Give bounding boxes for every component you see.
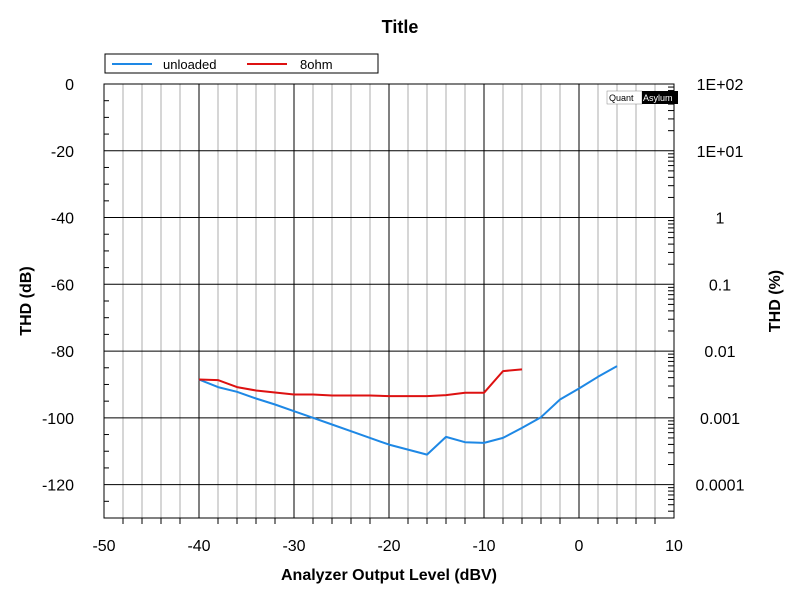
x-tick-label: -10: [472, 538, 495, 555]
x-tick-label: 0: [575, 538, 584, 555]
y-tick-label: -40: [51, 211, 74, 228]
x-tick-labels: -50 -40 -30 -20 -10 0 10: [92, 538, 683, 555]
y-tick-label: -120: [42, 478, 74, 495]
logo-text-asylum: Asylum: [643, 93, 673, 103]
series-line-8ohm: [198, 368, 523, 398]
grid: [104, 84, 674, 518]
y-tick-label: -60: [51, 277, 74, 294]
y2-tick-label: 0.0001: [696, 478, 745, 495]
legend-label-unloaded: unloaded: [163, 57, 217, 72]
y-tick-labels: 0 -20 -40 -60 -80 -100 -120: [42, 77, 74, 495]
quantasylum-logo: Quant Asylum: [606, 90, 678, 105]
minor-ticks: [104, 86, 674, 524]
y2-tick-label: 1E+01: [697, 144, 744, 161]
y2-tick-label: 0.01: [704, 344, 735, 361]
x-tick-label: -30: [282, 538, 305, 555]
legend: unloaded 8ohm: [104, 53, 379, 74]
legend-label-8ohm: 8ohm: [300, 57, 333, 72]
y-tick-label: -80: [51, 344, 74, 361]
logo-text-quant: Quant: [609, 93, 634, 103]
y2-tick-label: 0.1: [709, 277, 731, 294]
x-axis-label: Analyzer Output Level (dBV): [281, 567, 497, 584]
x-tick-label: 10: [665, 538, 683, 555]
series-line-unloaded: [198, 365, 618, 456]
y-axis-label: THD (dB): [18, 266, 35, 335]
x-tick-label: -40: [187, 538, 210, 555]
y-tick-label: -20: [51, 144, 74, 161]
series-layer: [198, 365, 618, 456]
y2-tick-label: 0.001: [700, 411, 740, 428]
chart-title: Title: [382, 17, 419, 37]
y2-tick-label: 1: [716, 211, 725, 228]
logo-right-box: [642, 91, 678, 104]
legend-box: [104, 53, 379, 74]
y2-axis-label: THD (%): [767, 270, 784, 332]
y2-tick-label: 1E+02: [697, 77, 744, 94]
x-tick-label: -50: [92, 538, 115, 555]
y-tick-label: 0: [65, 77, 74, 94]
y2-tick-labels: 1E+02 1E+01 1 0.1 0.01 0.001 0.0001: [696, 77, 745, 495]
y-tick-label: -100: [42, 411, 74, 428]
x-tick-label: -20: [377, 538, 400, 555]
